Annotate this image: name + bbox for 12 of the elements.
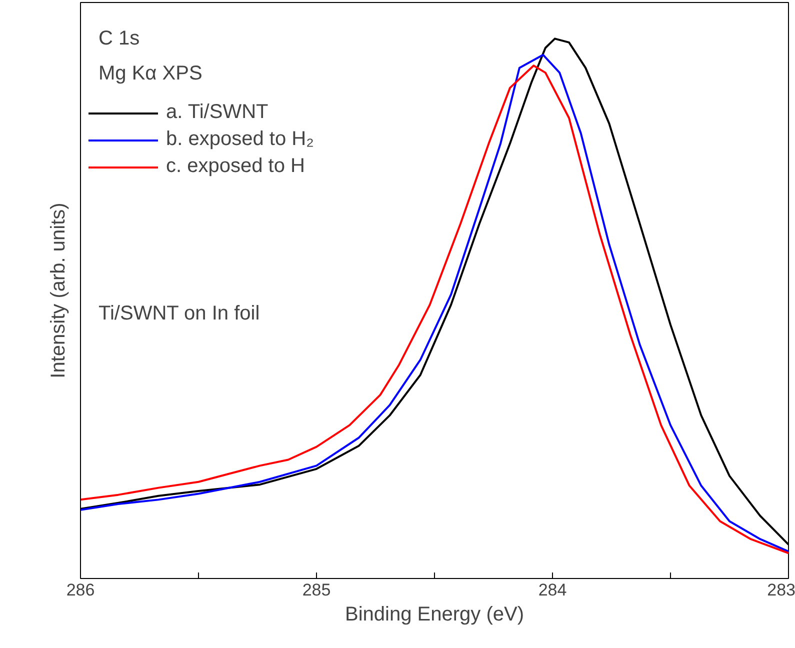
x-tick-label: 283 <box>767 580 795 600</box>
annotation: C 1s <box>98 28 140 50</box>
legend-label: b. exposed to H₂ <box>166 128 314 151</box>
annotation: Ti/SWNT on In foil <box>98 302 260 324</box>
annotation: Mg Kα XPS <box>98 62 202 84</box>
x-tick-label: 284 <box>538 580 567 600</box>
legend-label: a. Ti/SWNT <box>166 101 268 124</box>
x-tick-label: 285 <box>302 580 331 600</box>
legend-label: c. exposed to H <box>166 155 305 178</box>
y-axis-title: Intensity (arb. units) <box>48 202 70 378</box>
x-tick-label: 286 <box>66 580 95 600</box>
x-axis-title: Binding Energy (eV) <box>345 604 524 626</box>
